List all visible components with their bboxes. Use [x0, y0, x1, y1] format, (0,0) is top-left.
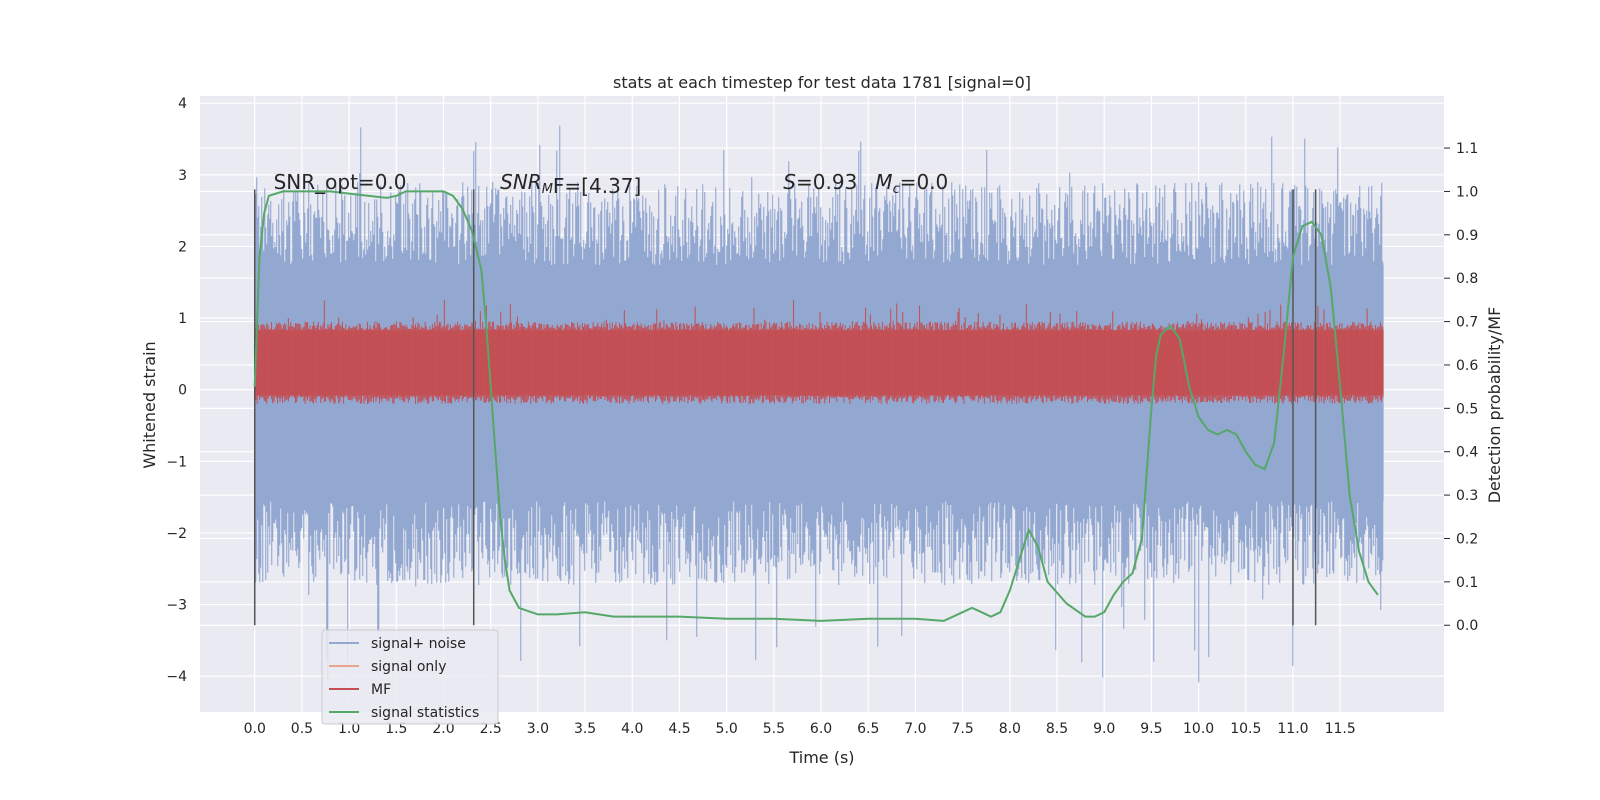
x-tick-label: 1.0 — [338, 721, 360, 737]
x-tick-label: 11.5 — [1325, 721, 1356, 737]
annotation-s-mc: S=0.93 Mc=0.0 — [783, 170, 948, 197]
x-tick-label: 10.0 — [1183, 721, 1214, 737]
x-tick-label: 2.5 — [480, 721, 502, 737]
annotation-snr-mf-main: SNR — [500, 170, 542, 194]
y-tick-label: −4 — [166, 669, 187, 685]
annotation-mc-sub: c — [893, 182, 900, 197]
y-tick-label: 0 — [178, 383, 187, 399]
y2-tick-label: 0.6 — [1456, 358, 1478, 374]
y-tick-label: 4 — [178, 96, 187, 112]
x-axis-ticks: 0.0 0.5 1.0 1.5 2.0 2.5 3.0 3.5 4.0 4.5 5.0 5.5 6.0 6… — [244, 721, 1356, 737]
legend: signal+ noise signal only MF signal stat… — [321, 629, 499, 725]
x-tick-label: 2.0 — [432, 721, 454, 737]
x-tick-label: 0.0 — [244, 721, 266, 737]
legend-label-signal-only: signal only — [371, 659, 446, 675]
x-tick-label: 6.5 — [857, 721, 879, 737]
y2-tick-label: 0.1 — [1456, 575, 1478, 591]
y2-tick-label: 0.8 — [1456, 271, 1478, 287]
annotation-snr-mf-rest: F=[4.37] — [553, 174, 641, 198]
annotation-s-main: S — [783, 170, 796, 194]
x-tick-label: 1.5 — [385, 721, 407, 737]
x-tick-label: 0.5 — [291, 721, 313, 737]
y2-tick-label: 1.0 — [1456, 184, 1478, 200]
x-tick-label: 8.5 — [1046, 721, 1068, 737]
signal-statistics-line — [253, 190, 1379, 622]
x-tick-label: 6.0 — [810, 721, 832, 737]
y2-tick-label: 0.3 — [1456, 488, 1478, 504]
x-tick-label: 9.5 — [1140, 721, 1162, 737]
x-tick-label: 4.5 — [668, 721, 690, 737]
annotation-s-rest: =0.93 — [796, 170, 857, 194]
x-tick-label: 11.0 — [1277, 721, 1308, 737]
signal-statistics-series — [253, 190, 1379, 622]
y-tick-label: −2 — [166, 526, 187, 542]
annotation-snr-mf: SNRMF=[4.37] — [500, 170, 641, 198]
legend-box — [321, 629, 499, 725]
x-tick-label: 7.0 — [904, 721, 926, 737]
x-tick-label: 7.5 — [952, 721, 974, 737]
y-axis-ticks: −4 −3 −2 −1 0 1 2 3 4 — [166, 96, 187, 685]
x-tick-label: 3.0 — [527, 721, 549, 737]
annotation-mc-rest: =0.0 — [900, 170, 949, 194]
x-tick-label: 4.0 — [621, 721, 643, 737]
x-tick-label: 10.5 — [1230, 721, 1261, 737]
chart-title: stats at each timestep for test data 178… — [613, 73, 1031, 92]
y-axis-label: Whitened strain — [140, 341, 159, 468]
x-tick-label: 8.0 — [999, 721, 1021, 737]
annotation-snr-mf-sub: M — [542, 182, 553, 197]
y2-tick-label: 0.9 — [1456, 228, 1478, 244]
y2-tick-label: 0.7 — [1456, 315, 1478, 331]
y-tick-label: 1 — [178, 311, 187, 327]
x-tick-label: 3.5 — [574, 721, 596, 737]
y2-tick-label: 0.5 — [1456, 401, 1478, 417]
y-tick-label: −1 — [166, 454, 187, 470]
y-tick-label: 2 — [178, 239, 187, 255]
y2-axis-label: Detection probability/MF — [1485, 307, 1504, 504]
legend-label-signal-noise: signal+ noise — [371, 636, 466, 652]
annotations: SNR_opt=0.0 SNRMF=[4.37] S=0.93 Mc=0.0 — [274, 170, 949, 198]
y-tick-label: 3 — [178, 168, 187, 184]
annotation-mc-main: M — [875, 170, 892, 194]
x-axis-label: Time (s) — [788, 748, 854, 767]
annotation-snr-opt: SNR_opt=0.0 — [274, 170, 407, 194]
y2-axis-ticks: 0.0 0.1 0.2 0.3 0.4 0.5 0.6 0.7 0.8 0.9 1.0 1.1 — [1444, 141, 1478, 634]
x-tick-label: 5.0 — [716, 721, 738, 737]
y2-tick-label: 0.4 — [1456, 445, 1478, 461]
y2-tick-label: 0.2 — [1456, 531, 1478, 547]
legend-label-mf: MF — [371, 682, 391, 698]
y-tick-label: −3 — [166, 598, 187, 614]
legend-label-signal-statistics: signal statistics — [371, 705, 479, 721]
y2-tick-label: 0.0 — [1456, 618, 1478, 634]
x-tick-label: 5.5 — [763, 721, 785, 737]
x-tick-label: 9.0 — [1093, 721, 1115, 737]
y2-tick-label: 1.1 — [1456, 141, 1478, 157]
